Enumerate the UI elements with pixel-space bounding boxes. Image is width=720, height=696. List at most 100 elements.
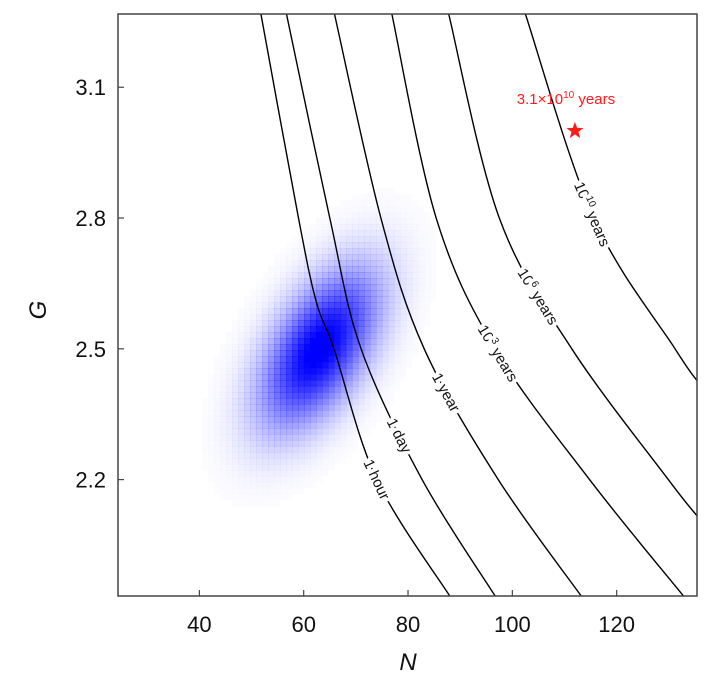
heatmap-cell	[292, 296, 299, 303]
heatmap-cell	[334, 284, 341, 291]
heatmap-cell	[382, 272, 389, 279]
heatmap-cell	[292, 236, 298, 242]
heatmap-cell	[280, 434, 287, 441]
heatmap-cell	[388, 230, 395, 237]
heatmap-cell	[394, 290, 401, 297]
heatmap-cell	[298, 488, 304, 494]
heatmap-cell	[214, 374, 220, 380]
heatmap-cell	[298, 386, 305, 393]
heatmap-cell	[232, 500, 238, 506]
heatmap-cell	[394, 308, 401, 315]
heatmap-cell	[262, 464, 269, 471]
heatmap-cell	[316, 350, 323, 357]
heatmap-cell	[232, 362, 239, 369]
heatmap-cell	[376, 188, 382, 194]
y-axis-ticks: 2.2 2.5 2.8 3.1	[75, 75, 124, 493]
heatmap-cell	[304, 416, 311, 423]
heatmap-cell	[244, 416, 251, 423]
heatmap-cell	[358, 266, 365, 273]
heatmap-cell	[394, 260, 401, 267]
heatmap-cell	[346, 338, 353, 345]
heatmap-cell	[274, 476, 281, 483]
heatmap-cell	[340, 338, 347, 345]
heatmap-cell	[304, 272, 311, 279]
heatmap-cell	[268, 302, 275, 309]
heatmap-cell	[292, 254, 298, 260]
heatmap-cell	[352, 422, 359, 429]
heatmap-cell	[370, 236, 377, 243]
heatmap-cell	[250, 404, 257, 411]
heatmap-cell	[346, 356, 353, 363]
heatmap-cell	[232, 470, 238, 476]
heatmap-cell	[226, 476, 232, 482]
heatmap-cell	[238, 308, 244, 314]
heatmap-cell	[346, 380, 353, 387]
heatmap-cell	[346, 272, 353, 279]
heatmap-cell	[298, 338, 305, 345]
heatmap-cell	[226, 332, 232, 338]
heatmap-cell	[286, 476, 292, 482]
heatmap-cell	[340, 218, 346, 224]
heatmap-cell	[232, 464, 239, 471]
heatmap-cell	[268, 392, 275, 399]
heatmap-cell	[256, 476, 263, 483]
heatmap-cell	[268, 398, 275, 405]
heatmap-cell	[238, 422, 245, 429]
heatmap-cell	[322, 398, 329, 405]
heatmap-cell	[280, 344, 287, 351]
heatmap-cell	[250, 344, 257, 351]
heatmap-cell	[406, 350, 412, 356]
heatmap-cell	[238, 488, 244, 494]
heatmap-cell	[370, 332, 377, 339]
heatmap-cell	[316, 464, 322, 470]
heatmap-cell	[292, 410, 299, 417]
heatmap-cell	[238, 428, 245, 435]
heatmap-cell	[304, 278, 311, 285]
heatmap-cell	[202, 464, 208, 470]
heatmap-cell	[352, 302, 359, 309]
heatmap-cell	[370, 260, 377, 267]
heatmap-cell	[214, 410, 220, 416]
heatmap-cell	[406, 254, 413, 261]
heatmap-cell	[424, 242, 430, 248]
heatmap-cell	[202, 422, 208, 428]
heatmap-cell	[316, 416, 323, 423]
heatmap-cell	[322, 392, 329, 399]
heatmap-cell	[310, 482, 316, 488]
heatmap-cell	[352, 212, 358, 218]
heatmap-cell	[232, 380, 239, 387]
heatmap-cell	[328, 464, 334, 470]
heatmap-cell	[328, 290, 335, 297]
heatmap-cell	[376, 326, 383, 333]
heatmap-cell	[292, 476, 298, 482]
heatmap-cell	[280, 452, 287, 459]
heatmap-cell	[298, 422, 305, 429]
heatmap-cell	[328, 248, 335, 255]
heatmap-cell	[238, 440, 245, 447]
heatmap-cell	[268, 488, 274, 494]
heatmap-cell	[226, 350, 232, 356]
heatmap-cell	[238, 314, 244, 320]
heatmap-cell	[412, 260, 419, 267]
heatmap-cell	[406, 320, 413, 327]
heatmap-cell	[226, 482, 232, 488]
heatmap-cell	[268, 458, 275, 465]
heatmap-cell	[268, 308, 275, 315]
heatmap-cell	[286, 446, 293, 453]
heatmap-cell	[358, 350, 365, 357]
heatmap-cell	[346, 326, 353, 333]
heatmap-cell	[256, 398, 263, 405]
heatmap-cell	[220, 440, 227, 447]
heatmap-cell	[358, 194, 364, 200]
heatmap-cell	[226, 416, 233, 423]
heatmap-cell	[316, 410, 323, 417]
heatmap-cell	[376, 410, 382, 416]
heatmap-cell	[310, 344, 317, 351]
heatmap-cell	[334, 404, 341, 411]
heatmap-cell	[304, 458, 311, 465]
heatmap-cell	[358, 242, 365, 249]
heatmap-cell	[262, 338, 269, 345]
heatmap-cell	[250, 332, 257, 339]
heatmap-cell	[388, 380, 394, 386]
heatmap-cell	[424, 284, 430, 290]
